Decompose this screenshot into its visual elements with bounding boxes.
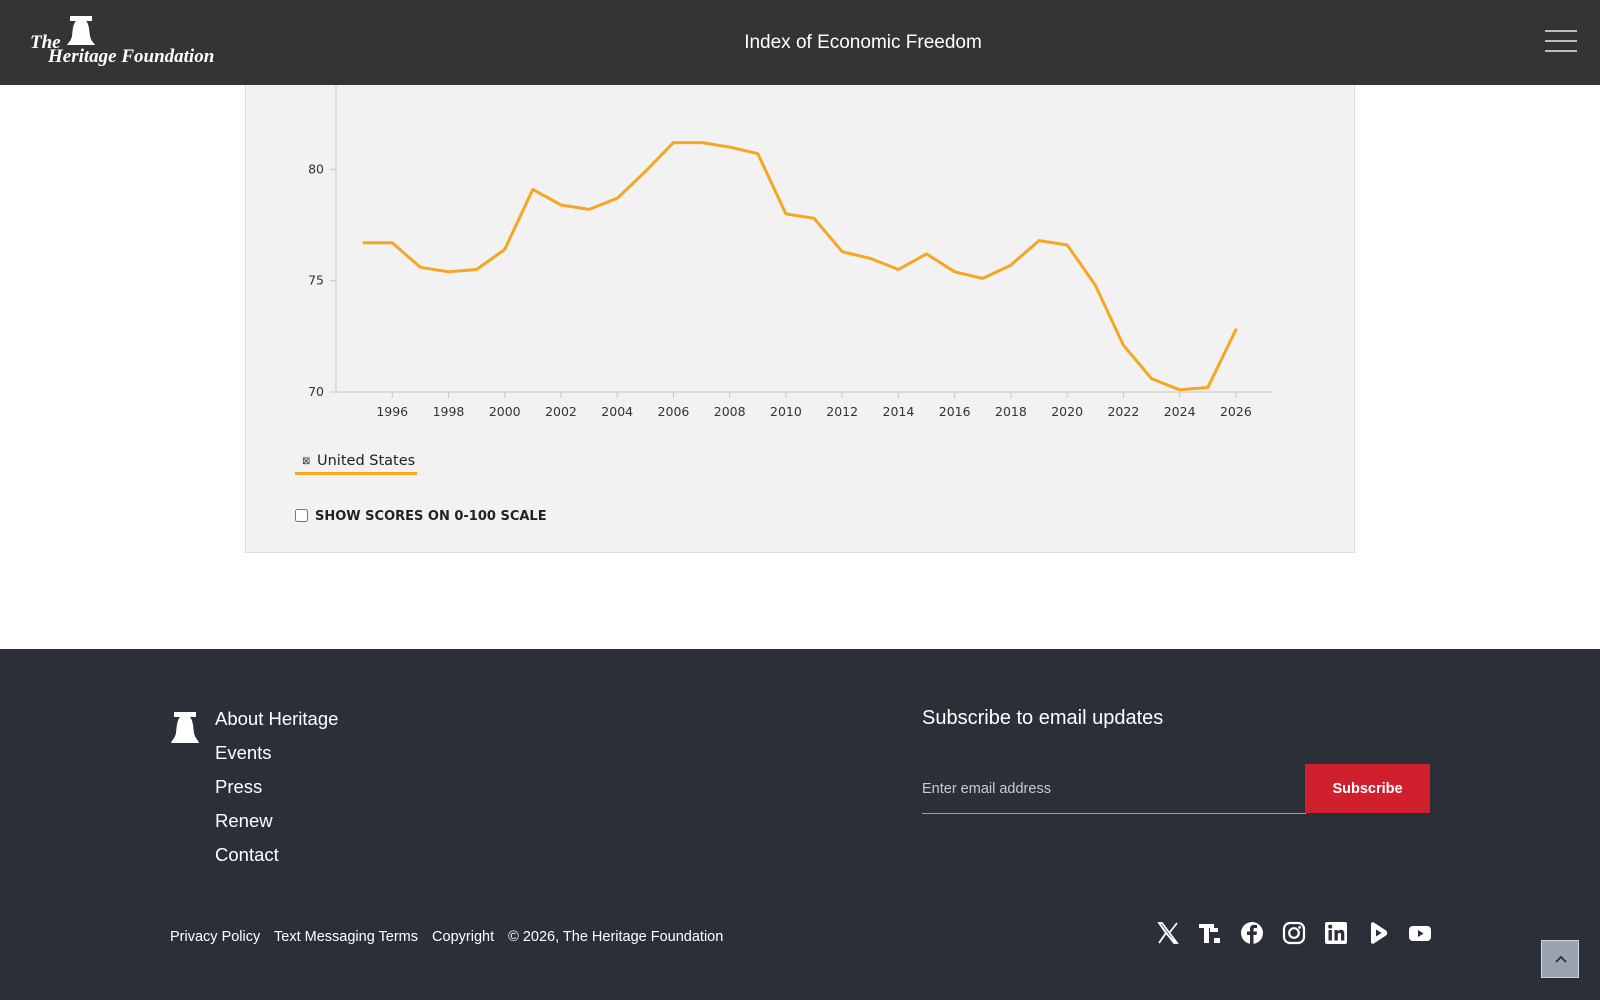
hamburger-menu-icon[interactable] [1545,30,1577,54]
x-tick-label: 2022 [1107,404,1139,419]
x-tick-label: 1998 [433,404,465,419]
logo-text-the: The [30,32,61,53]
x-tick-label: 1996 [376,404,408,419]
text-messaging-terms-link[interactable]: Text Messaging Terms [274,929,419,945]
youtube-icon[interactable] [1408,921,1432,945]
back-to-top-button[interactable] [1541,940,1579,978]
rumble-icon[interactable] [1366,921,1390,945]
legend-item-united-states[interactable]: ⊠ United States [295,451,417,475]
scale-checkbox[interactable] [295,509,308,522]
liberty-bell-icon [67,16,95,45]
legend-label: United States [317,453,416,469]
site-header: The Heritage Foundation Index of Economi… [0,0,1600,85]
legal-links: Privacy Policy Text Messaging Terms Copy… [170,929,733,945]
x-tick-label: 2000 [489,404,521,419]
line-chart: 7075808519961998200020022004200620082010… [308,50,1272,419]
copyright-notice: © 2026, The Heritage Foundation [508,929,724,945]
truth-social-icon[interactable] [1198,921,1222,945]
instagram-icon[interactable] [1282,921,1306,945]
x-tick-label: 2004 [601,404,633,419]
subscribe-title: Subscribe to email updates [922,707,1164,729]
logo-text-name: Heritage Foundation [48,46,215,67]
x-tick-label: 2008 [714,404,746,419]
legend-toggle-icon: ⊠ [302,456,311,467]
x-tick-label: 2014 [883,404,915,419]
x-tick-label: 2018 [995,404,1027,419]
footer-link-events[interactable]: Events [215,742,272,763]
subscribe-button[interactable]: Subscribe [1305,764,1430,813]
x-tick-label: 2010 [770,404,802,419]
x-tick-label: 2020 [1051,404,1083,419]
x-tick-label: 2016 [939,404,971,419]
chart-panel: 7075808519961998200020022004200620082010… [245,0,1355,553]
x-tick-label: 2026 [1220,404,1252,419]
footer-link-contact[interactable]: Contact [215,844,279,865]
copyright-link[interactable]: Copyright [432,929,495,945]
page-title: Index of Economic Freedom [744,32,982,53]
x-tick-label: 2024 [1164,404,1196,419]
email-input[interactable] [922,764,1306,814]
chevron-up-icon [1555,955,1567,963]
site-footer: About Heritage Events Press Renew Contac… [0,649,1600,1000]
y-tick-label: 80 [308,161,324,176]
heritage-logo[interactable]: The Heritage Foundation [28,16,214,70]
footer-nav: About Heritage Events Press Renew Contac… [215,708,338,878]
scale-checkbox-label[interactable]: SHOW SCORES ON 0-100 SCALE [315,509,547,524]
linkedin-icon[interactable] [1324,921,1348,945]
footer-link-about[interactable]: About Heritage [215,708,339,729]
series-line-united-states [362,141,1238,392]
footer-link-press[interactable]: Press [215,776,263,797]
x-icon[interactable] [1156,921,1180,945]
liberty-bell-icon [171,712,199,743]
footer-link-renew[interactable]: Renew [215,810,273,831]
x-tick-label: 2002 [545,404,577,419]
y-tick-label: 75 [308,273,324,288]
y-tick-label: 70 [308,384,324,399]
x-tick-label: 2006 [658,404,690,419]
x-tick-label: 2012 [826,404,858,419]
facebook-icon[interactable] [1240,921,1264,945]
privacy-policy-link[interactable]: Privacy Policy [170,929,261,945]
